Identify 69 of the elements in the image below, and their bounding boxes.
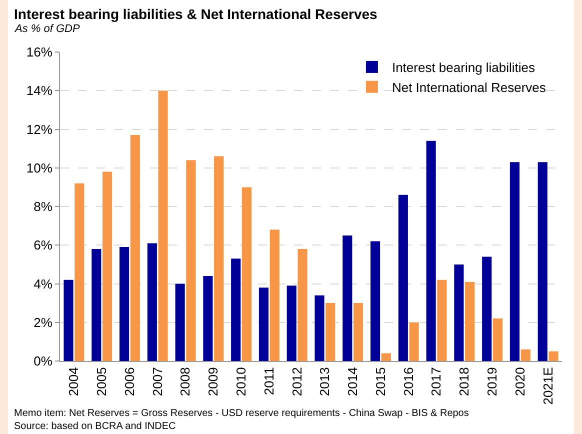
chart-subtitle: As % of GDP	[14, 23, 80, 35]
bar	[465, 282, 475, 361]
bar	[510, 162, 520, 361]
bar	[314, 295, 324, 361]
x-tick-label: 2012	[289, 367, 304, 396]
bar	[231, 258, 241, 361]
x-tick-label: 2018	[456, 367, 472, 396]
bar	[492, 318, 502, 361]
bar	[370, 241, 380, 361]
x-tick-label: 2011	[261, 367, 276, 396]
y-tick-label: 2%	[34, 314, 53, 330]
x-tick-label: 2007	[150, 367, 165, 396]
bar	[214, 156, 224, 361]
x-tick-label: 2005	[94, 367, 110, 396]
x-tick-label: 2015	[372, 367, 388, 396]
x-tick-label: 2019	[484, 367, 500, 396]
bar	[409, 322, 419, 361]
bar	[538, 162, 548, 361]
x-tick-label: 2020	[512, 367, 528, 396]
bar	[175, 284, 185, 361]
y-tick-label: 14%	[26, 83, 53, 98]
x-tick-label: 2010	[234, 367, 249, 396]
bar	[548, 351, 558, 361]
bar	[242, 187, 252, 361]
bar	[426, 140, 436, 361]
bar	[454, 264, 464, 361]
bar	[326, 303, 336, 361]
bar	[102, 172, 112, 361]
bar	[342, 235, 352, 361]
y-tick-label: 6%	[34, 238, 53, 253]
x-tick-label: 2008	[178, 367, 193, 396]
bar	[482, 256, 492, 361]
bar	[120, 247, 130, 361]
bar	[381, 353, 391, 361]
x-tick-label: 2021E	[540, 366, 556, 405]
bar	[147, 243, 157, 361]
x-tick-label: 2009	[206, 367, 221, 396]
bar	[270, 230, 280, 361]
chart-title: Interest bearing liabilities & Net International Reserves	[14, 6, 378, 22]
text: Memo item: Net Reserves = Gross Reserves - USD reserve requirements - China Swap - BIS & Repos	[14, 408, 469, 419]
bar	[437, 280, 447, 361]
y-tick-label: 10%	[26, 160, 53, 176]
x-tick-label: 2004	[66, 367, 82, 396]
y-tick-label: 12%	[26, 122, 53, 137]
bar	[186, 160, 196, 361]
x-tick-label: 2006	[122, 367, 137, 396]
legend-label: Net International Reserves	[392, 80, 546, 95]
bar	[258, 288, 269, 361]
x-tick-label: 2014	[345, 367, 360, 396]
legend-label: Interest bearing liabilities	[392, 60, 536, 76]
bar	[398, 194, 408, 361]
x-tick-label: 2013	[317, 367, 332, 396]
bar	[130, 135, 140, 361]
source-note: Source: based on BCRA and INDEC	[14, 421, 176, 432]
bar	[92, 248, 102, 361]
x-tick-label: 2016	[400, 367, 416, 396]
bar	[74, 183, 84, 361]
bar	[298, 248, 308, 361]
y-tick-label: 4%	[34, 276, 53, 292]
y-tick-label: 0%	[34, 354, 53, 369]
bar	[158, 90, 168, 361]
bar	[353, 303, 364, 361]
x-tick-label: 2017	[428, 367, 444, 396]
bar	[203, 276, 213, 361]
y-tick-label: 8%	[34, 199, 53, 214]
bar	[64, 280, 74, 361]
y-tick-label: 16%	[26, 44, 53, 60]
bar	[520, 349, 530, 361]
bar	[286, 286, 296, 361]
